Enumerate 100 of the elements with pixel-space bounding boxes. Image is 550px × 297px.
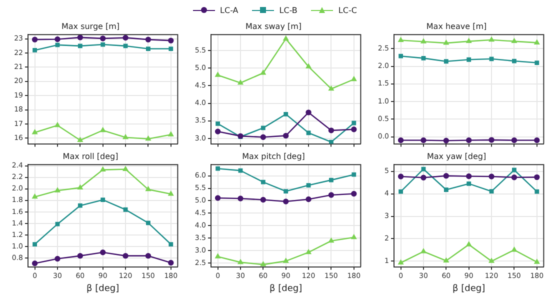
point: [123, 207, 128, 212]
point: [100, 127, 106, 132]
point: [511, 137, 518, 144]
point: [77, 252, 84, 259]
point: [328, 128, 334, 134]
point: [443, 172, 450, 179]
point: [306, 249, 312, 254]
point: [328, 192, 334, 198]
point: [146, 220, 150, 226]
point: [398, 174, 404, 180]
point: [55, 42, 60, 48]
point: [420, 248, 426, 254]
point: [146, 136, 151, 141]
point: [32, 36, 38, 42]
chart-title: Max roll [deg]: [62, 152, 118, 161]
point: [238, 168, 243, 173]
point: [168, 38, 174, 44]
x-axis-title: β [deg]: [270, 284, 302, 294]
point: [420, 137, 426, 144]
point: [489, 56, 494, 62]
point: [351, 126, 357, 132]
point: [534, 189, 540, 194]
point: [214, 195, 221, 201]
point: [443, 138, 450, 144]
point: [466, 38, 472, 44]
point: [398, 137, 404, 144]
point: [283, 132, 289, 139]
point: [54, 36, 60, 42]
point: [78, 184, 83, 190]
point: [283, 258, 288, 263]
point: [489, 189, 494, 194]
point: [168, 191, 174, 196]
point: [329, 140, 334, 144]
point: [329, 178, 334, 182]
point: [260, 126, 266, 130]
point: [54, 188, 60, 192]
point: [32, 260, 38, 266]
point: [145, 36, 152, 42]
point: [398, 260, 404, 265]
point: [421, 166, 426, 172]
point: [32, 48, 38, 52]
point: [168, 242, 174, 246]
point: [351, 190, 357, 197]
legend-label: LC-C: [338, 6, 357, 14]
point: [398, 37, 404, 42]
point: [283, 36, 288, 41]
point: [466, 242, 472, 246]
point: [352, 120, 356, 126]
point: [444, 188, 448, 192]
point: [444, 258, 449, 262]
point: [123, 44, 128, 48]
legend-label: LC-A: [220, 6, 238, 14]
point: [351, 76, 356, 82]
point: [488, 137, 494, 143]
point: [55, 222, 60, 226]
point: [145, 252, 152, 259]
point: [54, 256, 60, 262]
point: [420, 38, 426, 44]
point: [488, 174, 494, 180]
chart-title: Max pitch [deg]: [242, 152, 305, 161]
point: [512, 168, 516, 172]
point: [78, 203, 82, 208]
point: [32, 130, 38, 134]
point: [216, 122, 220, 126]
point: [398, 189, 404, 194]
point: [168, 46, 174, 51]
point: [216, 166, 220, 171]
point: [122, 252, 128, 259]
point: [512, 247, 517, 252]
point: [444, 59, 448, 64]
point: [466, 137, 472, 144]
point: [260, 134, 266, 140]
point: [260, 262, 266, 266]
point: [100, 166, 106, 172]
point: [284, 112, 288, 116]
point: [534, 174, 540, 180]
point: [352, 172, 356, 177]
point: [512, 58, 516, 64]
point: [306, 110, 312, 116]
point: [215, 254, 220, 258]
x-axis-title: β [deg]: [86, 284, 120, 294]
point: [78, 137, 83, 142]
point: [488, 258, 494, 263]
point: [421, 56, 426, 60]
point: [168, 260, 174, 266]
point: [466, 173, 472, 180]
point: [100, 198, 106, 202]
point: [444, 40, 449, 45]
point: [306, 196, 312, 202]
point: [100, 42, 106, 47]
point: [466, 57, 472, 62]
point: [54, 122, 60, 128]
point: [78, 44, 82, 48]
point: [238, 259, 244, 264]
point: [306, 183, 311, 188]
point: [306, 130, 311, 136]
point: [100, 36, 106, 42]
point: [122, 166, 128, 171]
chart-title: Max heave [m]: [426, 22, 487, 31]
point: [284, 189, 288, 194]
